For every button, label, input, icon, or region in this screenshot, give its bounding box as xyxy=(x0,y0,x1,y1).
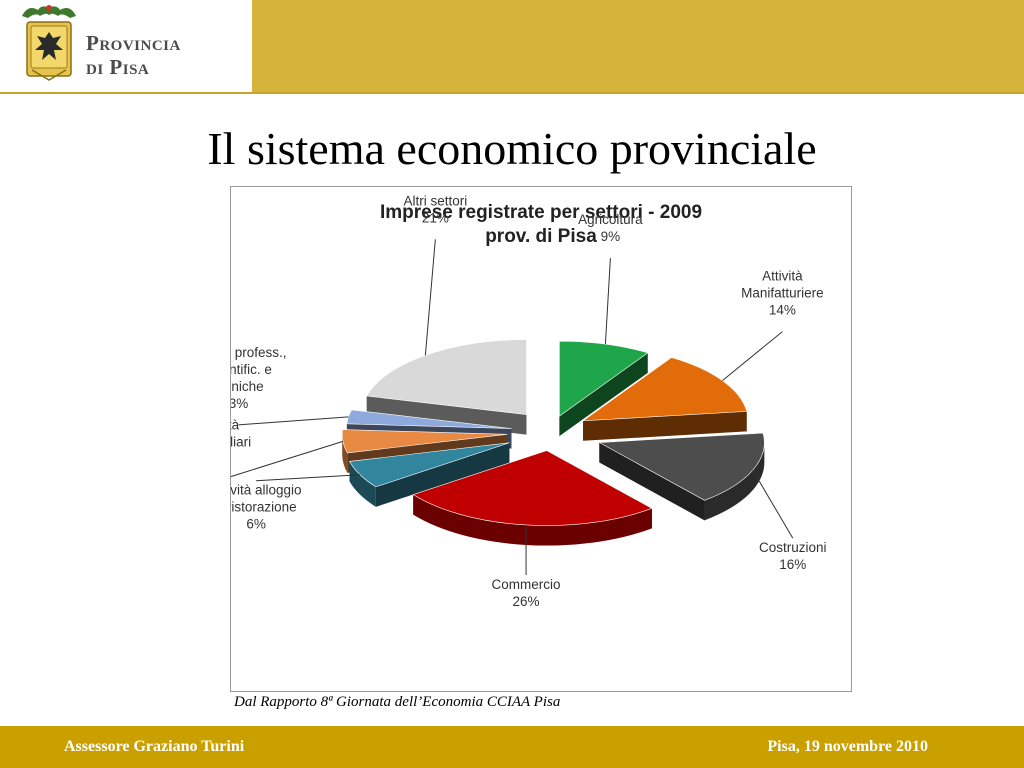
slice-label-8: Altri settori 21% xyxy=(403,193,467,225)
slide-title: Il sistema economico provinciale xyxy=(207,123,817,174)
leader-line-8 xyxy=(424,239,436,356)
chart-title-line-1: Imprese registrate per settori - 2009 xyxy=(379,202,703,223)
slice-label-7: Attività profess.,scientific. etecniche3… xyxy=(231,345,287,411)
leader-line-6 xyxy=(231,440,344,478)
header-divider xyxy=(0,92,1024,94)
header-color-band xyxy=(252,0,1024,92)
slide-header: Provincia di Pisa xyxy=(0,0,1024,94)
pie-slice-2 xyxy=(582,357,748,441)
slice-label-4: Commercio 26% xyxy=(492,577,561,609)
footer-date: Pisa, 19 novembre 2010 xyxy=(767,738,928,755)
provincia-crest-icon xyxy=(22,5,76,81)
slice-label-1: Agricoltura 9% xyxy=(578,212,643,244)
slice-label-6: Attivitàimmobiliari5% xyxy=(231,417,251,466)
leader-line-7 xyxy=(238,416,349,426)
logo-wordmark: Provincia di Pisa xyxy=(86,31,181,79)
pie-slice-5 xyxy=(349,442,510,507)
pie-slice-3 xyxy=(598,432,765,521)
source-note: Dal Rapporto 8ª Giornata dell’Economia C… xyxy=(234,694,561,710)
pie-chart: Agricoltura 9% Attività Manifatturiere 14% Co… xyxy=(231,193,827,609)
pie-chart-frame: Imprese registrate per settori - 2009 pr… xyxy=(230,186,852,692)
logo-line-2: di Pisa xyxy=(86,55,150,79)
chart-title: Imprese registrate per settori - 2009 pr… xyxy=(231,201,851,249)
footer-presenter: Assessore Graziano Turini xyxy=(64,738,245,755)
leader-line-1 xyxy=(604,258,611,345)
logo-line-1: Provincia xyxy=(86,31,181,55)
slice-label-3: Costruzioni 16% xyxy=(759,540,827,572)
chart-subtitle: prov. di Pisa xyxy=(485,226,597,247)
slide-footer: Assessore Graziano Turini Pisa, 19 novem… xyxy=(0,726,1024,768)
leader-line-5 xyxy=(256,474,361,482)
leader-line-2 xyxy=(722,331,783,382)
logo-area: Provincia di Pisa xyxy=(0,0,252,92)
leader-line-3 xyxy=(752,469,794,539)
pie-slice-4 xyxy=(412,450,653,546)
pie-slice-1 xyxy=(559,340,649,437)
pie-slice-8 xyxy=(366,339,527,435)
slice-label-2: Attività Manifatturiere 14% xyxy=(741,269,824,318)
